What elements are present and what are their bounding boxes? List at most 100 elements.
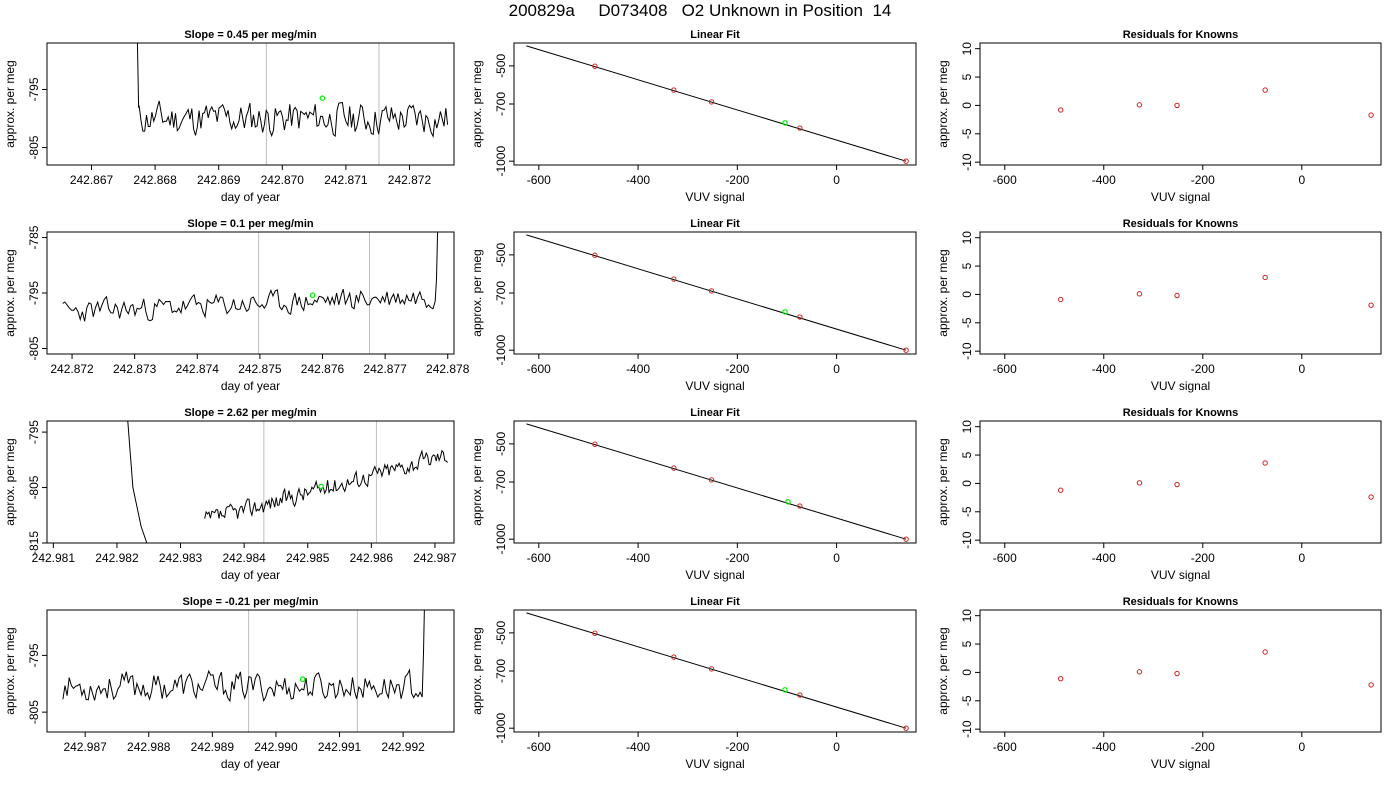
plot-frame: [979, 420, 1382, 544]
x-axis: 242.987 242.988 242.989 242.990 242.991 242.9…: [63, 731, 425, 754]
panel-1-1: -600 -400 -200 0 VUV signal -1000 -700 -500 appr…: [470, 218, 917, 393]
x-tick-label: 242.878: [426, 362, 470, 376]
x-tick-label: 0: [1298, 740, 1305, 754]
y-axis: -805 -795 -785: [27, 225, 48, 360]
panel-2-2: -600 -400 -200 0 VUV signal -10 -5 0 5 10 approx. …: [936, 407, 1382, 582]
x-axis: 242.867 242.868 242.869 242.870 242.871 242.8…: [70, 164, 431, 187]
y-tick-label: -700: [494, 281, 508, 305]
x-tick-label: 242.868: [133, 173, 177, 187]
plot-frame: [979, 609, 1382, 733]
x-tick-label: 242.874: [176, 362, 220, 376]
known-point-0: [592, 63, 598, 69]
known-point-2: [1174, 670, 1180, 677]
y-axis: -10 -5 0 5 10: [960, 42, 981, 171]
plot-area: [526, 423, 909, 542]
plot-area: [62, 232, 439, 354]
x-tick-label: -400: [1092, 362, 1116, 376]
known-point-0: [592, 252, 598, 258]
x-tick-label: -600: [527, 362, 551, 376]
plot-area: [1057, 460, 1374, 500]
panel-2-0: 242.981 242.982 242.983 242.984 242.985 242.9…: [3, 407, 457, 582]
plot-area: [526, 612, 909, 731]
x-tick-label: 242.869: [197, 173, 241, 187]
x-tick-label: 242.990: [254, 740, 298, 754]
y-tick-label: -795: [27, 281, 41, 305]
plot-frame: [513, 420, 917, 544]
plot-frame: [979, 42, 1382, 166]
y-axis-label: approx. per meg: [3, 438, 17, 525]
x-tick-label: 242.988: [127, 740, 171, 754]
x-tick-label: 0: [833, 173, 840, 187]
x-tick-label: 242.873: [113, 362, 157, 376]
y-tick-label: -815: [27, 531, 41, 555]
y-tick-label: 10: [960, 609, 974, 623]
known-point-4: [903, 347, 909, 353]
y-tick-label: -500: [494, 54, 508, 78]
plot-area: [526, 234, 909, 353]
x-tick-label: -400: [626, 740, 650, 754]
plot-area: [62, 610, 425, 732]
x-tick-label: 242.876: [301, 362, 345, 376]
x-tick-label: 242.985: [286, 551, 330, 565]
known-point-4: [903, 158, 909, 164]
unknown-point: [319, 95, 326, 101]
y-tick-label: -10: [960, 720, 974, 738]
x-tick-label: 242.877: [363, 362, 407, 376]
known-point-2: [1174, 292, 1180, 299]
known-point-1: [671, 276, 677, 282]
x-tick-label: 0: [833, 551, 840, 565]
known-point-3: [797, 314, 803, 320]
x-tick-label: -600: [527, 173, 551, 187]
x-axis-label: VUV signal: [685, 568, 744, 582]
y-axis: -1000 -700 -500: [494, 243, 515, 366]
y-tick-label: -10: [960, 531, 974, 549]
known-point-3: [1262, 649, 1268, 655]
known-point-4: [903, 725, 909, 731]
known-point-2: [708, 666, 715, 672]
x-tick-label: 0: [1298, 551, 1305, 565]
x-axis-label: VUV signal: [1151, 568, 1210, 582]
x-tick-label: 242.870: [261, 173, 305, 187]
unknown-point: [318, 483, 324, 490]
plot-frame: [46, 231, 455, 355]
panel-title: Linear Fit: [690, 218, 740, 230]
fit-line: [526, 234, 907, 351]
panel-title: Residuals for Knowns: [1123, 596, 1239, 608]
y-axis-label: approx. per meg: [936, 627, 950, 714]
x-axis-label: VUV signal: [1151, 757, 1210, 771]
y-axis: -1000 -700 -500: [494, 54, 515, 177]
y-tick-label: -805: [27, 700, 41, 724]
plot-frame: [513, 609, 917, 733]
known-point-0: [592, 630, 598, 636]
y-tick-label: 5: [960, 451, 974, 458]
x-tick-label: 242.983: [159, 551, 203, 565]
y-tick-label: -5: [960, 317, 974, 328]
y-tick-label: -5: [960, 695, 974, 706]
panel-title: Slope = 0.45 per meg/min: [184, 29, 317, 41]
x-tick-label: -400: [1092, 551, 1116, 565]
panel-3-2: -600 -400 -200 0 VUV signal -10 -5 0 5 10 approx. …: [936, 596, 1382, 771]
x-tick-label: -200: [725, 740, 749, 754]
plot-area: [1057, 274, 1374, 308]
x-tick-label: 242.867: [70, 173, 114, 187]
y-axis-label: approx. per meg: [3, 60, 17, 147]
panel-title: Slope = -0.21 per meg/min: [182, 596, 318, 608]
page-title: 200829a D073408 O2 Unknown in Position 1…: [508, 1, 892, 20]
plot-frame: [46, 420, 455, 544]
y-tick-label: -700: [494, 92, 508, 116]
x-axis: -600 -400 -200 0: [527, 731, 840, 754]
known-point-1: [1136, 669, 1143, 675]
y-axis: -10 -5 0 5 10: [960, 420, 981, 549]
panel-0-1: -600 -400 -200 0 VUV signal -1000 -700 -500 appr…: [470, 29, 917, 204]
known-point-4: [1368, 682, 1374, 688]
x-tick-label: -600: [993, 362, 1017, 376]
y-tick-label: -500: [494, 621, 508, 645]
known-point-1: [1136, 480, 1143, 486]
known-point-2: [1174, 481, 1180, 488]
y-tick-label: -1000: [494, 524, 508, 555]
x-axis-label: VUV signal: [1151, 379, 1210, 393]
x-tick-label: 242.984: [222, 551, 266, 565]
x-tick-label: -200: [725, 173, 749, 187]
y-axis-label: approx. per meg: [470, 249, 484, 336]
x-axis: -600 -400 -200 0: [527, 353, 840, 376]
